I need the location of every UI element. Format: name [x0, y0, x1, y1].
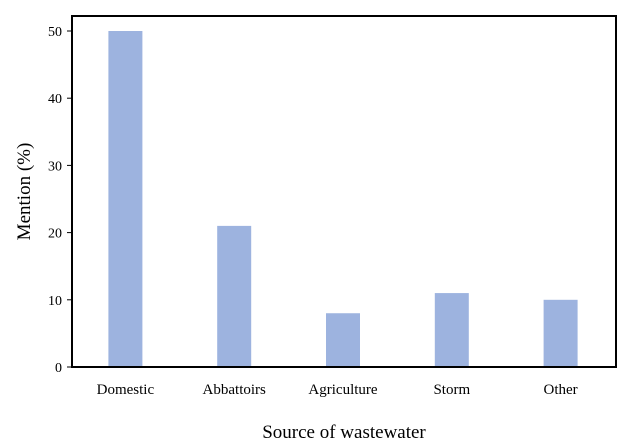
- bar-abbattoirs: [217, 225, 252, 367]
- y-tick-label: 30: [48, 159, 62, 174]
- x-tick-label-agriculture: Agriculture: [308, 382, 377, 398]
- x-tick-label-storm: Storm: [433, 382, 470, 398]
- y-tick-label: 10: [48, 294, 62, 309]
- y-tick-label: 40: [48, 92, 62, 107]
- bar-domestic: [108, 31, 143, 367]
- x-tick-label-domestic: Domestic: [97, 382, 155, 398]
- y-tick-label: 50: [48, 25, 62, 40]
- bar-other: [543, 299, 578, 367]
- y-axis-ticks: 0 10 20 30 40 50: [48, 25, 72, 376]
- y-tick-label: 20: [48, 227, 62, 242]
- x-tick-label-other: Other: [544, 382, 578, 398]
- x-tick-label-abbattoirs: Abbattoirs: [203, 382, 266, 398]
- bars: [108, 31, 578, 367]
- bar-agriculture: [326, 313, 360, 367]
- plot-frame: [71, 15, 617, 368]
- y-tick-label: 0: [55, 361, 62, 376]
- x-axis-tick-labels: Domestic Abbattoirs Agriculture Storm Other: [97, 382, 578, 398]
- y-axis-title: Mention (%): [14, 143, 35, 241]
- x-axis-title: Source of wastewater: [262, 422, 426, 443]
- bar-storm: [434, 293, 469, 367]
